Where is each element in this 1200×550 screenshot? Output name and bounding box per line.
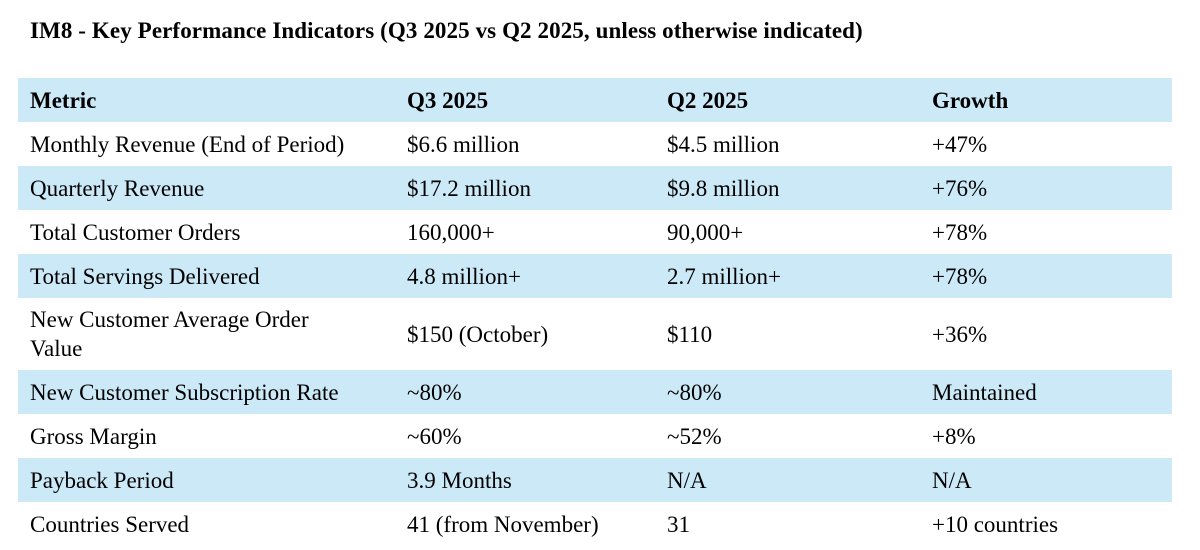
- table-row: Monthly Revenue (End of Period) $6.6 mil…: [18, 122, 1172, 166]
- table-row: Countries Served 41 (from November) 31 +…: [18, 502, 1172, 546]
- column-header-metric: Metric: [30, 87, 97, 113]
- q3-cell: $6.6 million: [407, 131, 520, 157]
- table-row: Gross Margin ~60% ~52% +8%: [18, 414, 1172, 458]
- metric-cell: New Customer Subscription Rate: [30, 379, 339, 405]
- q2-cell: $4.5 million: [667, 131, 780, 157]
- table-row: Total Servings Delivered 4.8 million+ 2.…: [18, 254, 1172, 298]
- column-header-growth: Growth: [932, 87, 1009, 113]
- growth-cell: +78%: [932, 219, 988, 245]
- q2-cell: ~80%: [667, 379, 722, 405]
- growth-cell: +8%: [932, 423, 976, 449]
- growth-cell: N/A: [932, 467, 972, 493]
- metric-cell: Gross Margin: [30, 423, 157, 449]
- table-row: New Customer Average Order Value $150 (O…: [18, 298, 1172, 370]
- q3-cell: $17.2 million: [407, 175, 531, 201]
- q2-cell: N/A: [667, 467, 707, 493]
- q3-cell: 41 (from November): [407, 511, 599, 537]
- q2-cell: $9.8 million: [667, 175, 780, 201]
- q2-cell: 31: [667, 511, 690, 537]
- metric-cell: Monthly Revenue (End of Period): [30, 131, 345, 157]
- growth-cell: +36%: [932, 321, 988, 347]
- table-row: Payback Period 3.9 Months N/A N/A: [18, 458, 1172, 502]
- growth-cell: +10 countries: [932, 511, 1059, 537]
- q3-cell: ~80%: [407, 379, 462, 405]
- column-header-q2-2025: Q2 2025: [667, 87, 749, 113]
- growth-cell: +78%: [932, 263, 988, 289]
- q2-cell: 2.7 million+: [667, 263, 781, 289]
- q3-cell: 4.8 million+: [407, 263, 521, 289]
- metric-cell: Countries Served: [30, 511, 190, 537]
- growth-cell: +47%: [932, 131, 988, 157]
- metric-cell: Payback Period: [30, 467, 174, 493]
- column-header-q3-2025: Q3 2025: [407, 87, 489, 113]
- q3-cell: $150 (October): [407, 321, 549, 347]
- q3-cell: ~60%: [407, 423, 462, 449]
- metric-cell: Total Customer Orders: [30, 219, 241, 245]
- growth-cell: +76%: [932, 175, 988, 201]
- metric-cell: Quarterly Revenue: [30, 175, 205, 201]
- q2-cell: ~52%: [667, 423, 722, 449]
- page-title: IM8 - Key Performance Indicators (Q3 202…: [30, 18, 863, 43]
- metric-cell: Total Servings Delivered: [30, 263, 260, 289]
- q3-cell: 160,000+: [407, 219, 495, 245]
- table-row: New Customer Subscription Rate ~80% ~80%…: [18, 370, 1172, 414]
- growth-cell: Maintained: [932, 379, 1037, 405]
- q2-cell: 90,000+: [667, 219, 744, 245]
- metric-cell: New Customer Average Order Value: [30, 307, 309, 361]
- q2-cell: $110: [667, 321, 713, 347]
- table-row: Total Customer Orders 160,000+ 90,000+ +…: [18, 210, 1172, 254]
- table-header-row: Metric Q3 2025 Q2 2025 Growth: [18, 78, 1172, 122]
- table-row: Quarterly Revenue $17.2 million $9.8 mil…: [18, 166, 1172, 210]
- kpi-table: Metric Q3 2025 Q2 2025 Growth Monthly Re…: [18, 78, 1172, 546]
- q3-cell: 3.9 Months: [407, 467, 512, 493]
